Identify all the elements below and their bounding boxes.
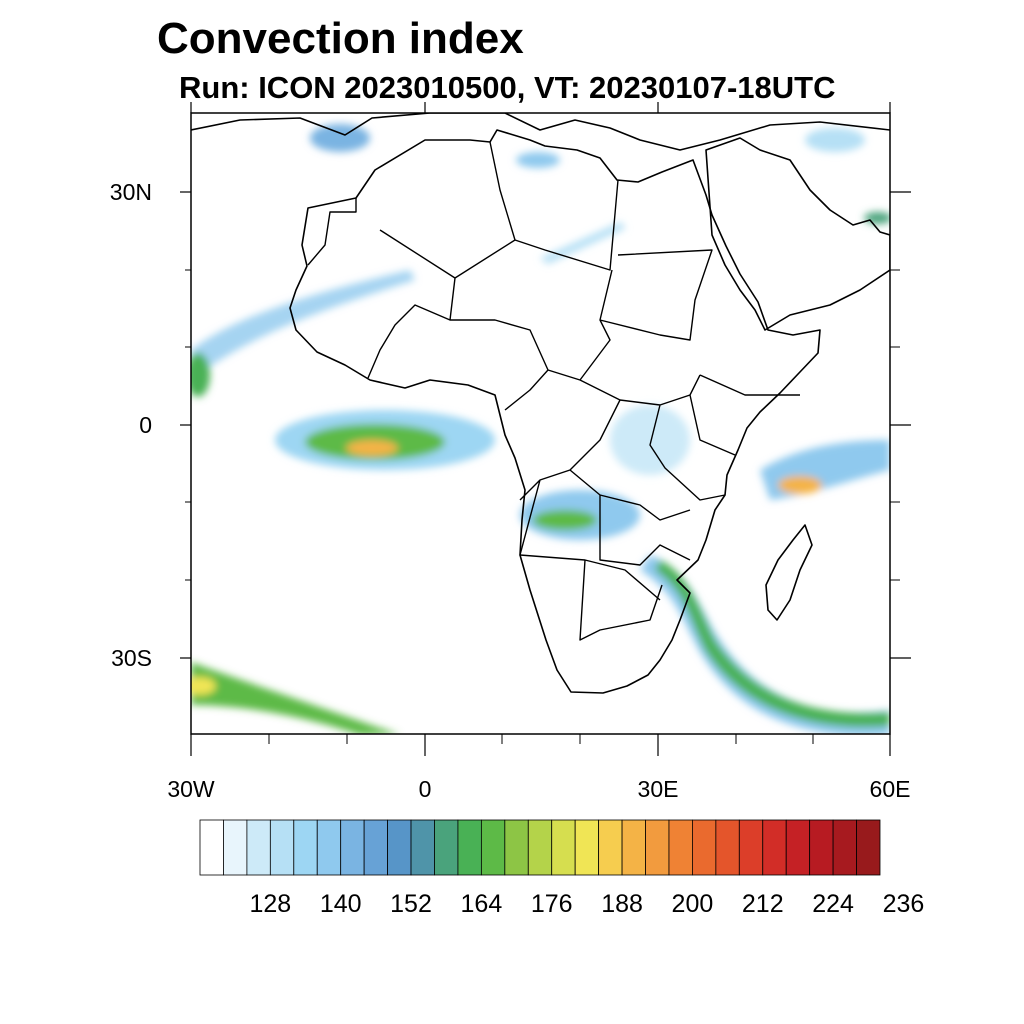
arabia-coastline <box>705 137 890 331</box>
colorbar-label: 212 <box>742 890 784 918</box>
africa-coastline <box>289 129 821 694</box>
lon-label-30w: 30W <box>167 776 215 802</box>
colorbar-box <box>551 819 576 876</box>
convection-area-med-central <box>516 152 560 168</box>
colorbar-box <box>269 819 295 876</box>
convection-area-sahara-band <box>540 222 626 264</box>
convection-area-west-jet <box>191 270 415 380</box>
colorbar-labels: 128 140 152 164 176 188 200 212 224 236 <box>249 890 924 918</box>
country-borders <box>307 141 800 641</box>
colorbar-box <box>574 819 600 876</box>
colorbar-label: 152 <box>390 890 432 918</box>
convection-area-gulf <box>864 212 890 224</box>
convection-area-med-east <box>805 128 865 152</box>
colorbar-label: 236 <box>883 890 925 918</box>
colorbar-box <box>645 819 670 876</box>
colorbar-box <box>223 819 248 876</box>
colorbar-box <box>738 819 764 876</box>
colorbar-box <box>387 819 412 876</box>
lon-label-60e: 60E <box>870 776 911 802</box>
convection-area-west-coast <box>191 353 210 397</box>
colorbar-box <box>434 819 459 876</box>
convection-area-mozambique-core <box>655 560 890 728</box>
convection-field <box>191 124 890 734</box>
colorbar-box <box>832 819 857 876</box>
convection-area-med-west <box>310 124 370 152</box>
colorbar-box <box>316 819 342 876</box>
colorbar-box <box>762 819 787 876</box>
lat-label-30s: 30S <box>111 645 152 671</box>
convection-area-angola-core <box>533 510 597 530</box>
chart-title: Convection index <box>157 14 524 63</box>
convection-area-south-atlantic <box>191 662 398 734</box>
colorbar-box <box>715 819 740 876</box>
colorbar-box <box>340 819 365 876</box>
colorbar-label: 128 <box>249 890 291 918</box>
colorbar-box <box>410 819 435 876</box>
map-frame <box>190 112 891 735</box>
coastlines <box>191 113 890 694</box>
convection-area-madagascar <box>760 440 890 500</box>
lon-label-0: 0 <box>419 776 432 802</box>
madagascar-coastline <box>765 524 813 621</box>
colorbar-box <box>856 819 881 876</box>
lat-label-0: 0 <box>139 412 152 438</box>
colorbar-box <box>480 819 506 876</box>
colorbar-box <box>293 819 318 876</box>
convection-area-south-atlantic-core <box>191 677 216 695</box>
lat-label-30n: 30N <box>110 179 152 205</box>
colorbar-box <box>668 819 693 876</box>
minor-ticks <box>185 269 900 744</box>
convection-area-east-africa <box>610 405 690 475</box>
convection-area-atlantic-peak <box>346 440 398 456</box>
colorbar-box <box>785 819 811 876</box>
colorbar-box <box>809 819 834 876</box>
colorbar-label: 164 <box>461 890 503 918</box>
colorbar-box <box>363 819 388 876</box>
colorbar-box <box>598 819 623 876</box>
colorbar <box>199 819 881 876</box>
colorbar-box <box>692 819 717 876</box>
convection-area-madagascar-core <box>778 476 822 494</box>
colorbar-label: 188 <box>601 890 643 918</box>
colorbar-box <box>457 819 482 876</box>
colorbar-label: 224 <box>812 890 854 918</box>
europe-coastline <box>191 113 890 151</box>
colorbar-label: 176 <box>531 890 573 918</box>
colorbar-box <box>246 819 271 876</box>
colorbar-box <box>199 819 224 876</box>
colorbar-box <box>621 819 646 876</box>
chart-subtitle: Run: ICON 2023010500, VT: 20230107-18UTC <box>179 70 836 105</box>
axis-ticks <box>180 102 911 756</box>
colorbar-label: 200 <box>672 890 714 918</box>
colorbar-box <box>527 819 553 876</box>
colorbar-box <box>504 819 529 876</box>
colorbar-label: 140 <box>320 890 362 918</box>
lon-label-30e: 30E <box>638 776 679 802</box>
